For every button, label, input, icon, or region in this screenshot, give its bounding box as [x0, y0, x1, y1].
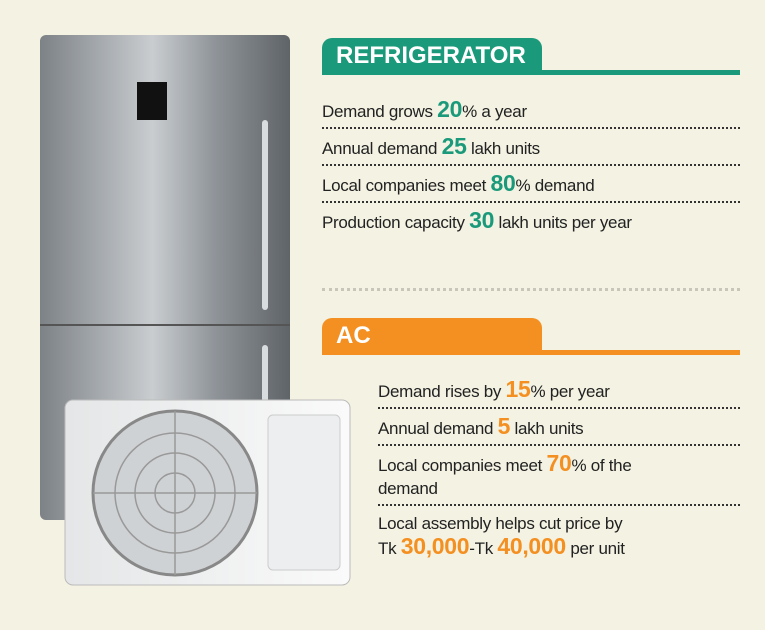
text: lakh units [467, 139, 540, 158]
list-item: Local assembly helps cut price by Tk 30,0… [378, 506, 740, 564]
item-list: Demand rises by 15% per year Annual deman… [378, 372, 740, 564]
list-item: Annual demand 5 lakh units [378, 409, 740, 446]
text: % of the [572, 456, 632, 475]
fridge-handle [262, 120, 268, 310]
fridge-display [137, 82, 167, 120]
text-line: Local companies meet 70% of the [378, 452, 740, 477]
list-item: Local companies meet 70% of the demand [378, 446, 740, 506]
text-line: Annual demand 5 lakh units [378, 415, 740, 440]
text: Annual demand [378, 419, 498, 438]
text: Local companies meet [322, 176, 491, 195]
rule [322, 70, 740, 75]
text: Production capacity [322, 213, 469, 232]
highlight-figure: 70 [547, 450, 572, 476]
text: Demand rises by [378, 382, 505, 401]
list-item: Demand grows 20% a year [322, 92, 740, 129]
text: % a year [462, 102, 527, 121]
text: Demand grows [322, 102, 437, 121]
list-item: Local companies meet 80% demand [322, 166, 740, 203]
item-list: Demand grows 20% a year Annual demand 25 … [322, 92, 740, 238]
highlight-figure: 80 [491, 170, 516, 196]
section-title: REFRIGERATOR [322, 38, 542, 72]
text-line: Local companies meet 80% demand [322, 172, 740, 197]
highlight-figure: 15 [505, 376, 530, 402]
infographic: REFRIGERATOR Demand grows 20% a year Annu… [0, 0, 765, 630]
text: Tk [378, 539, 401, 558]
text: % demand [516, 176, 595, 195]
text: demand [378, 479, 438, 498]
text: per unit [566, 539, 625, 558]
separator [322, 288, 740, 291]
text-line: Local assembly helps cut price by [378, 512, 740, 535]
text-line: Production capacity 30 lakh units per ye… [322, 209, 740, 234]
text-line: Tk 30,000-Tk 40,000 per unit [378, 535, 740, 560]
text-line: Annual demand 25 lakh units [322, 135, 740, 160]
text: Local companies meet [378, 456, 547, 475]
ac-panel [268, 415, 340, 570]
text-line: Demand rises by 15% per year [378, 378, 740, 403]
list-item: Production capacity 30 lakh units per ye… [322, 203, 740, 238]
rule [322, 350, 740, 355]
list-item: Demand rises by 15% per year [378, 372, 740, 409]
highlight-figure: 25 [442, 133, 467, 159]
highlight-figure: 40,000 [497, 533, 566, 559]
highlight-figure: 5 [498, 413, 511, 439]
text: Annual demand [322, 139, 442, 158]
text: -Tk [469, 539, 497, 558]
text-line: Demand grows 20% a year [322, 98, 740, 123]
section-title: AC [322, 318, 542, 352]
text: Local assembly helps cut price by [378, 514, 622, 533]
text: % per year [530, 382, 609, 401]
text: lakh units [510, 419, 583, 438]
highlight-figure: 20 [437, 96, 462, 122]
text: lakh units per year [494, 213, 632, 232]
highlight-figure: 30,000 [401, 533, 470, 559]
list-item: Annual demand 25 lakh units [322, 129, 740, 166]
highlight-figure: 30 [469, 207, 494, 233]
text-line: demand [378, 477, 740, 500]
